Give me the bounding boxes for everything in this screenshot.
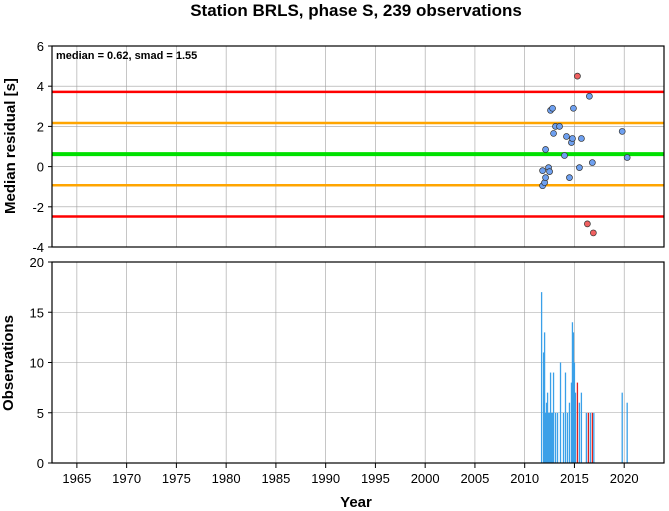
observations-y-tick-label: 15 — [30, 305, 44, 320]
observations-y-axis-label: Observations — [0, 315, 17, 411]
residual-y-tick-label: 0 — [37, 160, 44, 175]
year-tick-label: 2000 — [411, 471, 440, 486]
residual-reference-lines — [52, 90, 664, 218]
residual-y-tick-label: 4 — [37, 79, 44, 94]
observations-y-tick-label: 5 — [37, 406, 44, 421]
residual-point — [539, 167, 546, 174]
year-tick-label: 2010 — [510, 471, 539, 486]
observations-y-tick-label: 20 — [30, 255, 44, 270]
residual-point — [589, 159, 596, 166]
residual-plot-frame — [51, 45, 665, 248]
residual-points — [539, 72, 631, 237]
year-tick-label: 1980 — [212, 471, 241, 486]
residual-y-axis-label: Median residual [s] — [2, 78, 19, 214]
residual-point — [570, 104, 577, 112]
residual-y-ticks: -4 -2 0 2 4 6 — [32, 39, 52, 255]
year-tick-label: 1965 — [62, 471, 91, 486]
residual-y-tick-label: -4 — [32, 240, 44, 255]
year-tick-label: 2005 — [460, 471, 489, 486]
residual-point — [578, 135, 585, 142]
observations-y-ticks: 0 5 10 15 20 — [30, 255, 52, 471]
residual-panel: -4 -2 0 2 4 6 median = 0.62, smad = 1.55 Medi… — [2, 39, 665, 255]
residual-point — [556, 123, 563, 130]
observations-bars — [540, 292, 628, 463]
residual-point — [618, 128, 626, 135]
residual-point — [561, 152, 568, 159]
year-x-ticks: 1965 1970 1975 1980 1985 1990 1995 2000 2005 2010… — [62, 463, 639, 486]
outlier-residual-point — [574, 72, 581, 80]
residual-point — [546, 168, 553, 175]
residual-point — [549, 104, 556, 112]
year-tick-label: 2020 — [610, 471, 639, 486]
year-tick-label: 2015 — [560, 471, 589, 486]
year-tick-label: 1975 — [162, 471, 191, 486]
residual-point — [576, 164, 583, 171]
residual-point — [542, 146, 549, 153]
residual-point — [566, 174, 573, 182]
outlier-residual-point — [584, 220, 591, 228]
chart-title: Station BRLS, phase S, 239 observations — [190, 1, 522, 20]
residual-plot-area — [52, 46, 664, 247]
outlier-residual-point — [589, 229, 597, 237]
residual-y-tick-label: 2 — [37, 119, 44, 134]
residual-point — [586, 92, 593, 100]
observations-panel: 0 5 10 15 20 1965 1970 1975 1980 1985 1990 1995 200… — [0, 255, 665, 511]
year-tick-label: 1995 — [361, 471, 390, 486]
median-smad-annotation: median = 0.62, smad = 1.55 — [56, 50, 197, 62]
observations-y-tick-label: 0 — [37, 456, 44, 471]
year-x-axis-label: Year — [340, 494, 372, 511]
residual-point — [623, 154, 631, 161]
residual-point — [550, 130, 557, 137]
observations-y-tick-label: 10 — [30, 356, 44, 371]
residual-point — [563, 133, 570, 140]
residual-point — [542, 174, 549, 182]
residual-point — [569, 135, 576, 142]
residual-y-tick-label: -2 — [32, 200, 44, 215]
year-tick-label: 1990 — [311, 471, 340, 486]
year-tick-label: 1985 — [261, 471, 290, 486]
residual-y-tick-label: 6 — [37, 39, 44, 54]
year-tick-label: 1970 — [112, 471, 141, 486]
